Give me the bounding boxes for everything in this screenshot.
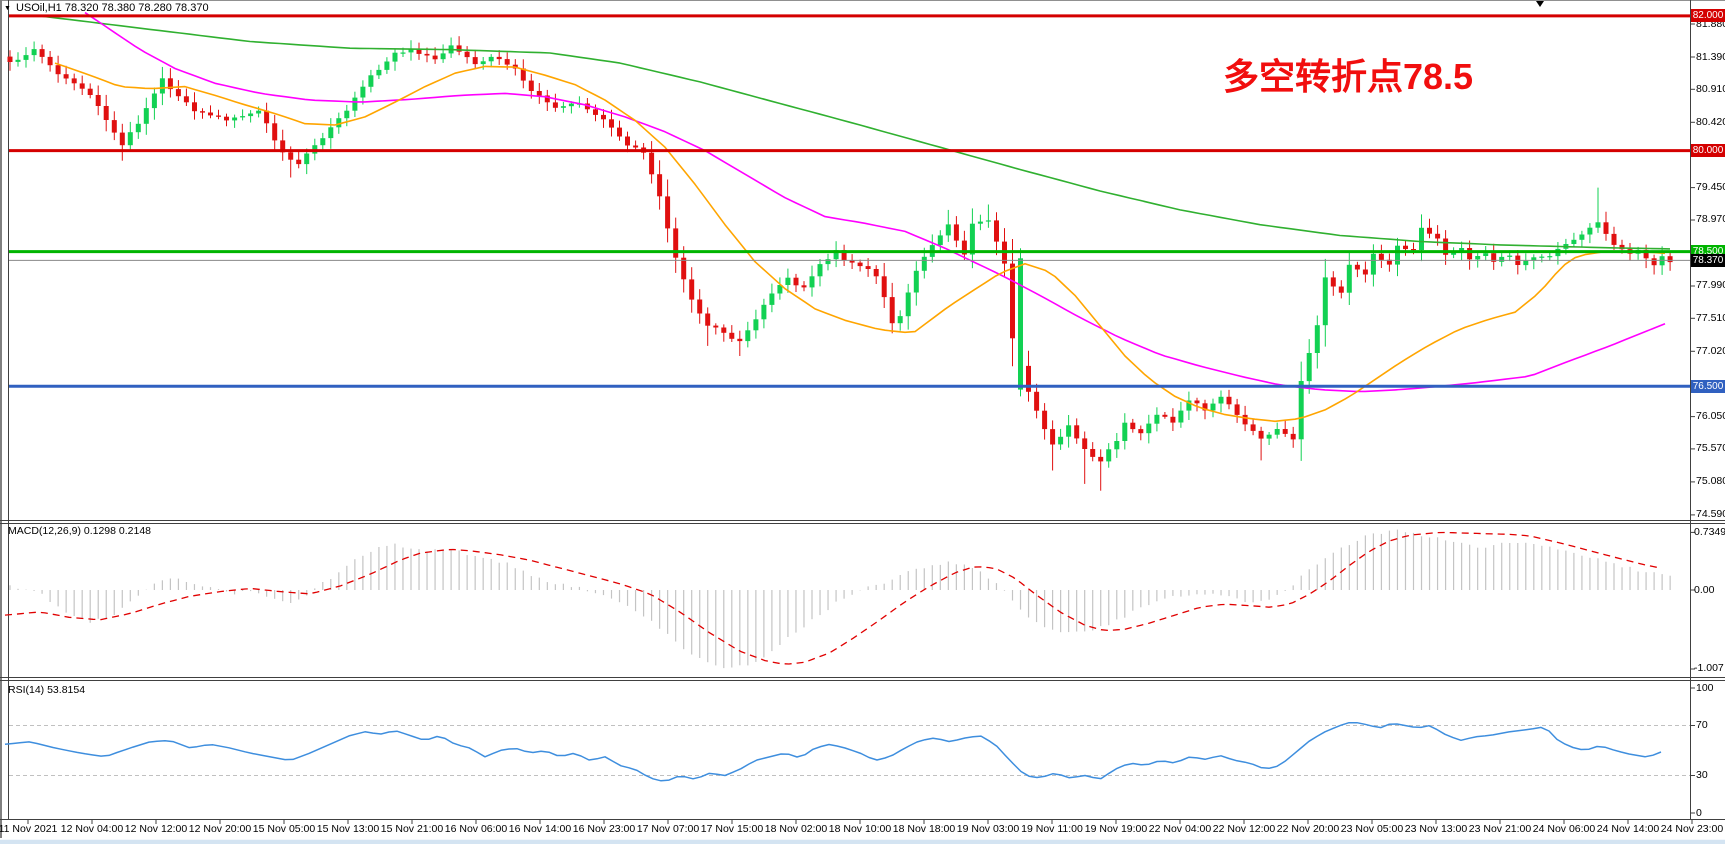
time-axis-label: 24 Nov 14:00 [1596, 823, 1660, 835]
time-axis-label: 16 Nov 23:00 [572, 823, 636, 835]
symbol-header[interactable]: ▼ USOil,H1 78.320 78.380 78.280 78.370 [4, 2, 209, 14]
price-level-badge: 82.000 [1691, 9, 1725, 23]
time-axis-label: 22 Nov 04:00 [1148, 823, 1212, 835]
rsi-label: RSI(14) 53.8154 [8, 684, 86, 696]
price-level-badge: 80.000 [1691, 144, 1725, 158]
time-axis-label: 18 Nov 02:00 [764, 823, 828, 835]
time-axis-label: 24 Nov 23:00 [1660, 823, 1724, 835]
time-axis-label: 18 Nov 18:00 [892, 823, 956, 835]
time-axis-label: 18 Nov 10:00 [828, 823, 892, 835]
time-axis-label: 23 Nov 05:00 [1340, 823, 1404, 835]
time-axis-label: 24 Nov 06:00 [1532, 823, 1596, 835]
rsi-tick-label: 30 [1696, 769, 1708, 781]
time-axis-label: 12 Nov 04:00 [60, 823, 124, 835]
current-price-badge: 78.370 [1691, 253, 1725, 267]
price-tick-label: 78.970 [1696, 213, 1725, 226]
rsi-tick-label: 0 [1696, 806, 1702, 819]
time-axis-label: 15 Nov 21:00 [380, 823, 444, 835]
symbol-ohlc-text: USOil,H1 78.320 78.380 78.280 78.370 [15, 2, 209, 14]
price-tick-label: 74.590 [1696, 508, 1725, 521]
price-tick-label: 75.570 [1696, 442, 1725, 455]
time-axis-label: 15 Nov 05:00 [252, 823, 316, 835]
time-axis-label: 17 Nov 07:00 [636, 823, 700, 835]
time-axis-label: 23 Nov 21:00 [1468, 823, 1532, 835]
annotation-text: 多空转折点78.5 [1223, 56, 1474, 97]
time-axis-label: 16 Nov 14:00 [508, 823, 572, 835]
time-axis-label: 19 Nov 03:00 [956, 823, 1020, 835]
time-axis-label: 12 Nov 20:00 [188, 823, 252, 835]
macd-tick-label: 0.00 [1694, 583, 1715, 596]
macd-tick-label: -1.007 [1694, 662, 1724, 675]
time-axis-label: 19 Nov 19:00 [1084, 823, 1148, 835]
price-tick-label: 76.050 [1696, 410, 1725, 423]
time-axis-label: 17 Nov 15:00 [700, 823, 764, 835]
price-tick-label: 77.990 [1696, 279, 1725, 292]
time-axis-label: 12 Nov 12:00 [124, 823, 188, 835]
time-axis-label: 16 Nov 06:00 [444, 823, 508, 835]
price-tick-label: 77.020 [1696, 344, 1725, 357]
rsi-tick-label: 70 [1696, 719, 1708, 731]
rsi-tick-label: 100 [1696, 681, 1714, 694]
time-axis-label: 19 Nov 11:00 [1021, 823, 1083, 835]
symbol-dropdown-icon[interactable]: ▼ [4, 4, 11, 12]
status-strip [0, 839, 1725, 844]
price-tick-label: 77.510 [1696, 311, 1725, 324]
price-tick-label: 80.420 [1696, 115, 1725, 128]
macd-label: MACD(12,26,9) 0.1298 0.2148 [8, 525, 152, 537]
time-axis-label: 22 Nov 12:00 [1212, 823, 1276, 835]
macd-tick-label: 0.7349 [1694, 525, 1725, 538]
time-axis-label: 11 Nov 2021 [0, 823, 58, 835]
time-axis-label: 23 Nov 13:00 [1404, 823, 1468, 835]
time-axis-label: 15 Nov 13:00 [316, 823, 380, 835]
price-tick-label: 80.910 [1696, 82, 1725, 95]
price-tick-label: 75.080 [1696, 475, 1725, 488]
price-tick-label: 79.450 [1696, 181, 1725, 194]
price-tick-label: 81.390 [1696, 50, 1725, 63]
price-level-badge: 76.500 [1691, 379, 1725, 393]
time-axis-label: 22 Nov 20:00 [1276, 823, 1340, 835]
